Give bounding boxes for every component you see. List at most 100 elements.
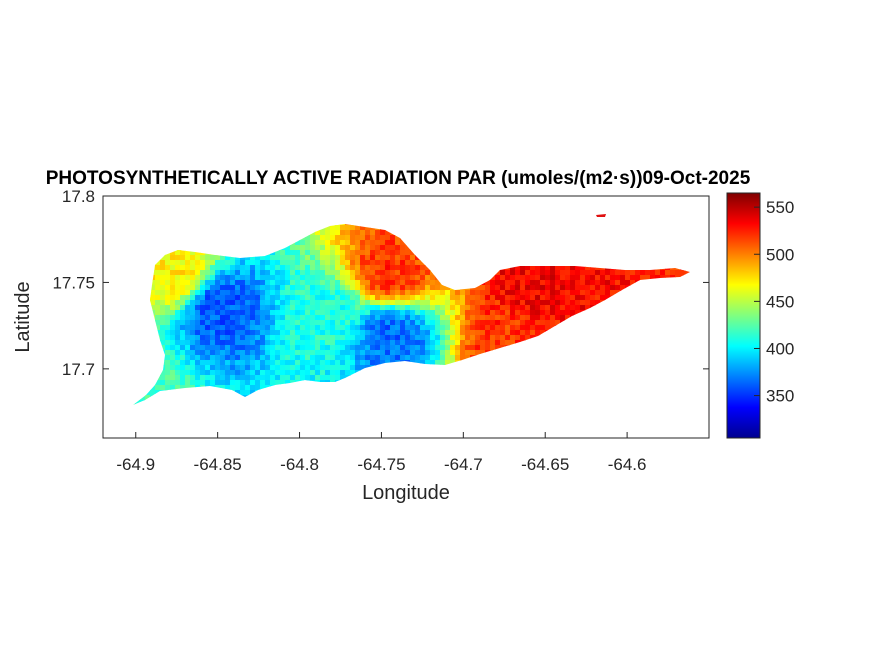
heatmap-cell: [235, 305, 241, 311]
heatmap-cell: [235, 280, 241, 286]
heatmap-cell: [350, 240, 356, 246]
heatmap-cell: [375, 245, 381, 251]
heatmap-cell: [335, 310, 341, 316]
heatmap-cell: [580, 305, 586, 311]
heatmap-cell: [445, 335, 451, 341]
heatmap-cell: [240, 255, 246, 261]
heatmap-cell: [200, 330, 206, 336]
heatmap-cell: [345, 310, 351, 316]
heatmap-cell: [475, 295, 481, 301]
heatmap-cell: [400, 310, 406, 316]
heatmap-cell: [180, 295, 186, 301]
heatmap-cell: [645, 275, 651, 281]
heatmap-cell: [415, 330, 421, 336]
heatmap-cell: [400, 300, 406, 306]
heatmap-cell: [595, 285, 601, 291]
heatmap-cell: [460, 310, 466, 316]
heatmap-cell: [185, 350, 191, 356]
heatmap-cell: [270, 260, 276, 266]
heatmap-cell: [370, 320, 376, 326]
heatmap-cell: [400, 330, 406, 336]
heatmap-cell: [370, 295, 376, 301]
heatmap-cell: [170, 355, 176, 361]
heatmap-cell: [615, 270, 621, 276]
heatmap-cell: [655, 275, 661, 281]
heatmap-cell: [590, 280, 596, 286]
heatmap-cell: [370, 245, 376, 251]
heatmap-cell: [440, 360, 446, 366]
heatmap-cell: [560, 305, 566, 311]
heatmap-cell: [340, 330, 346, 336]
heatmap-cell: [450, 355, 456, 361]
heatmap-cell: [205, 260, 211, 266]
heatmap-cell: [260, 375, 266, 381]
heatmap-cell: [545, 310, 551, 316]
heatmap-cell: [310, 300, 316, 306]
heatmap-cell: [285, 320, 291, 326]
heatmap-cell: [165, 290, 171, 296]
heatmap-cell: [325, 330, 331, 336]
heatmap-cell: [370, 305, 376, 311]
heatmap-cell: [375, 355, 381, 361]
heatmap-cell: [285, 250, 291, 256]
heatmap-cell: [325, 260, 331, 266]
heatmap-cell: [310, 375, 316, 381]
heatmap-cell: [360, 225, 366, 231]
heatmap-cell: [190, 255, 196, 261]
heatmap-cell: [235, 310, 241, 316]
heatmap-cell: [565, 270, 571, 276]
heatmap-cell: [390, 315, 396, 321]
heatmap-cell: [285, 315, 291, 321]
heatmap-cell: [190, 250, 196, 256]
heatmap-cell: [330, 285, 336, 291]
x-axis-label: Longitude: [362, 482, 450, 504]
heatmap-cell: [420, 340, 426, 346]
heatmap-cell: [290, 340, 296, 346]
heatmap-cell: [505, 335, 511, 341]
heatmap-cell: [300, 325, 306, 331]
heatmap-cell: [245, 380, 251, 386]
heatmap-cell: [555, 320, 561, 326]
heatmap-cell: [325, 360, 331, 366]
heatmap-cell: [425, 355, 431, 361]
heatmap-cell: [200, 300, 206, 306]
heatmap-cell: [325, 355, 331, 361]
heatmap-cell: [665, 270, 671, 276]
heatmap-cell: [155, 385, 161, 391]
heatmap-cell: [295, 340, 301, 346]
heatmap-cell: [545, 305, 551, 311]
heatmap-cell: [330, 245, 336, 251]
heatmap-cell: [225, 315, 231, 321]
heatmap-cell: [285, 310, 291, 316]
heatmap-cell: [380, 325, 386, 331]
heatmap-cell: [240, 335, 246, 341]
heatmap-cell: [290, 280, 296, 286]
heatmap-cell: [400, 250, 406, 256]
heatmap-cell: [245, 320, 251, 326]
heatmap-cell: [535, 265, 541, 271]
heatmap-cell: [305, 285, 311, 291]
heatmap-cell: [260, 330, 266, 336]
heatmap-cell: [520, 315, 526, 321]
heatmap-cell: [375, 340, 381, 346]
heatmap-cell: [225, 295, 231, 301]
heatmap-cell: [315, 270, 321, 276]
heatmap-cell: [350, 325, 356, 331]
heatmap-cell: [245, 370, 251, 376]
heatmap-cell: [325, 305, 331, 311]
heatmap-cell: [155, 320, 161, 326]
heatmap-cell: [535, 295, 541, 301]
heatmap-cell: [625, 275, 631, 281]
heatmap-cell: [165, 380, 171, 386]
heatmap-cell: [385, 300, 391, 306]
heatmap-cell: [255, 345, 261, 351]
heatmap-cell: [330, 230, 336, 236]
heatmap-cell: [390, 240, 396, 246]
heatmap-cell: [260, 320, 266, 326]
heatmap-cell: [395, 240, 401, 246]
heatmap-cell: [515, 300, 521, 306]
heatmap-cell: [330, 305, 336, 311]
heatmap-cell: [230, 310, 236, 316]
heatmap-cell: [265, 265, 271, 271]
heatmap-cell: [495, 325, 501, 331]
